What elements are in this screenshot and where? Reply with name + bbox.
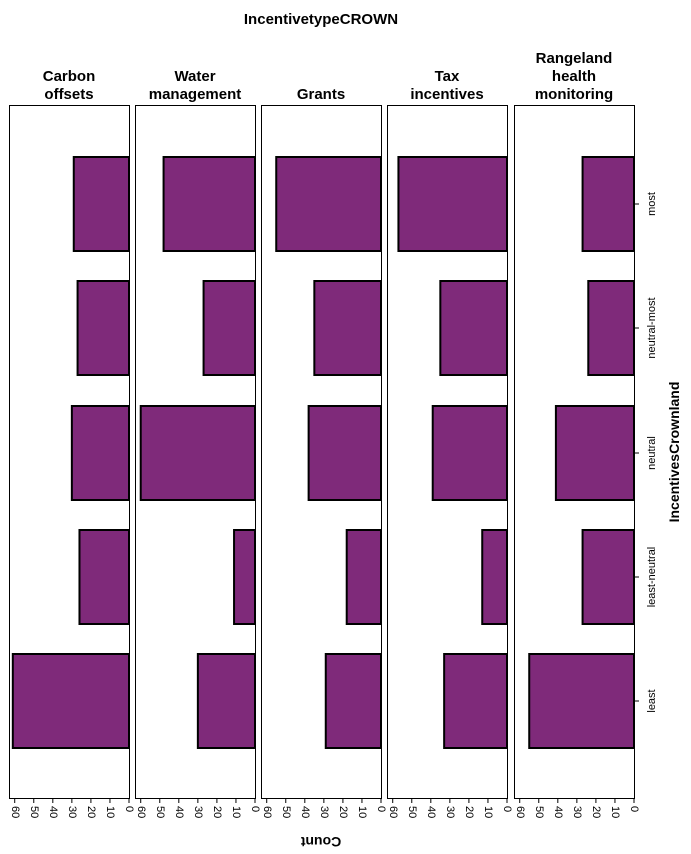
- facet-title-line: Water: [174, 68, 215, 85]
- y-axis-title: IncentivesCrownland: [666, 382, 682, 523]
- facet-title-line: Grants: [297, 86, 345, 103]
- bar: [313, 280, 383, 376]
- x-tick-label: 40: [47, 806, 59, 818]
- bar: [581, 156, 635, 252]
- category-label: least: [646, 689, 658, 712]
- x-tick-label: 60: [514, 806, 526, 818]
- bar: [307, 405, 382, 501]
- facet-title-line: incentives: [410, 86, 483, 103]
- x-tick-label: 30: [444, 806, 456, 818]
- x-tick-label: 10: [230, 806, 242, 818]
- bar: [70, 405, 130, 501]
- facet-title-line: management: [149, 86, 242, 103]
- facet-title-line: health: [552, 68, 596, 85]
- chart-title: IncentivetypeCROWN: [244, 11, 398, 28]
- bar: [11, 653, 130, 749]
- facet-panel: Grants 60 50 40 30 20 10 0: [261, 86, 387, 818]
- x-tick-label: 20: [211, 806, 223, 818]
- x-tick-label: 30: [318, 806, 330, 818]
- bar: [233, 529, 257, 625]
- x-tick-label: 50: [154, 806, 166, 818]
- bar: [581, 529, 635, 625]
- bar: [554, 405, 636, 501]
- bar: [78, 529, 130, 625]
- facet-title-line: Tax: [435, 68, 460, 85]
- bar: [439, 280, 509, 376]
- facet-title-line: Rangeland: [536, 50, 613, 67]
- facet-title-line: Carbon: [43, 68, 96, 85]
- x-tick-label: 10: [609, 806, 621, 818]
- x-tick-label: 60: [261, 806, 273, 818]
- bar: [443, 653, 508, 749]
- bar: [162, 156, 256, 252]
- x-tick-label: 20: [337, 806, 349, 818]
- x-tick-label: 20: [85, 806, 97, 818]
- x-tick-label: 0: [501, 806, 513, 812]
- bar: [345, 529, 383, 625]
- bar: [481, 529, 509, 625]
- x-tick-label: 50: [280, 806, 292, 818]
- x-axis-title: Count: [300, 834, 341, 850]
- x-tick-label: 40: [425, 806, 437, 818]
- category-label: most: [646, 192, 658, 216]
- bar: [431, 405, 509, 501]
- bar: [275, 156, 382, 252]
- category-label: least-neutral: [646, 547, 658, 608]
- bar: [397, 156, 508, 252]
- x-tick-label: 10: [104, 806, 116, 818]
- bar: [202, 280, 256, 376]
- x-tick-label: 30: [571, 806, 583, 818]
- category-labels: most neutral-most neutral least-neutral leas…: [634, 192, 658, 713]
- category-label: neutral: [646, 436, 658, 470]
- x-tick-label: 60: [387, 806, 399, 818]
- x-tick-label: 40: [299, 806, 311, 818]
- bar: [72, 156, 130, 252]
- x-tick-label: 20: [463, 806, 475, 818]
- category-label: neutral-most: [646, 297, 658, 358]
- bar: [196, 653, 257, 749]
- bar: [528, 653, 635, 749]
- x-tick-label: 0: [123, 806, 135, 812]
- bar: [139, 405, 256, 501]
- x-tick-label: 30: [192, 806, 204, 818]
- bar: [76, 280, 130, 376]
- x-tick-label: 40: [552, 806, 564, 818]
- x-tick-label: 10: [356, 806, 368, 818]
- x-tick-label: 50: [533, 806, 545, 818]
- facet-title-line: offsets: [44, 86, 93, 103]
- bar: [324, 653, 382, 749]
- x-tick-label: 60: [135, 806, 147, 818]
- bar: [587, 280, 635, 376]
- x-tick-label: 50: [28, 806, 40, 818]
- x-tick-label: 0: [249, 806, 261, 812]
- x-tick-label: 40: [173, 806, 185, 818]
- x-tick-label: 0: [375, 806, 387, 812]
- facet-title-line: monitoring: [535, 86, 613, 103]
- x-tick-label: 10: [482, 806, 494, 818]
- x-tick-label: 30: [66, 806, 78, 818]
- x-tick-label: 0: [628, 806, 640, 812]
- x-tick-label: 50: [406, 806, 418, 818]
- x-tick-label: 60: [9, 806, 21, 818]
- x-tick-label: 20: [590, 806, 602, 818]
